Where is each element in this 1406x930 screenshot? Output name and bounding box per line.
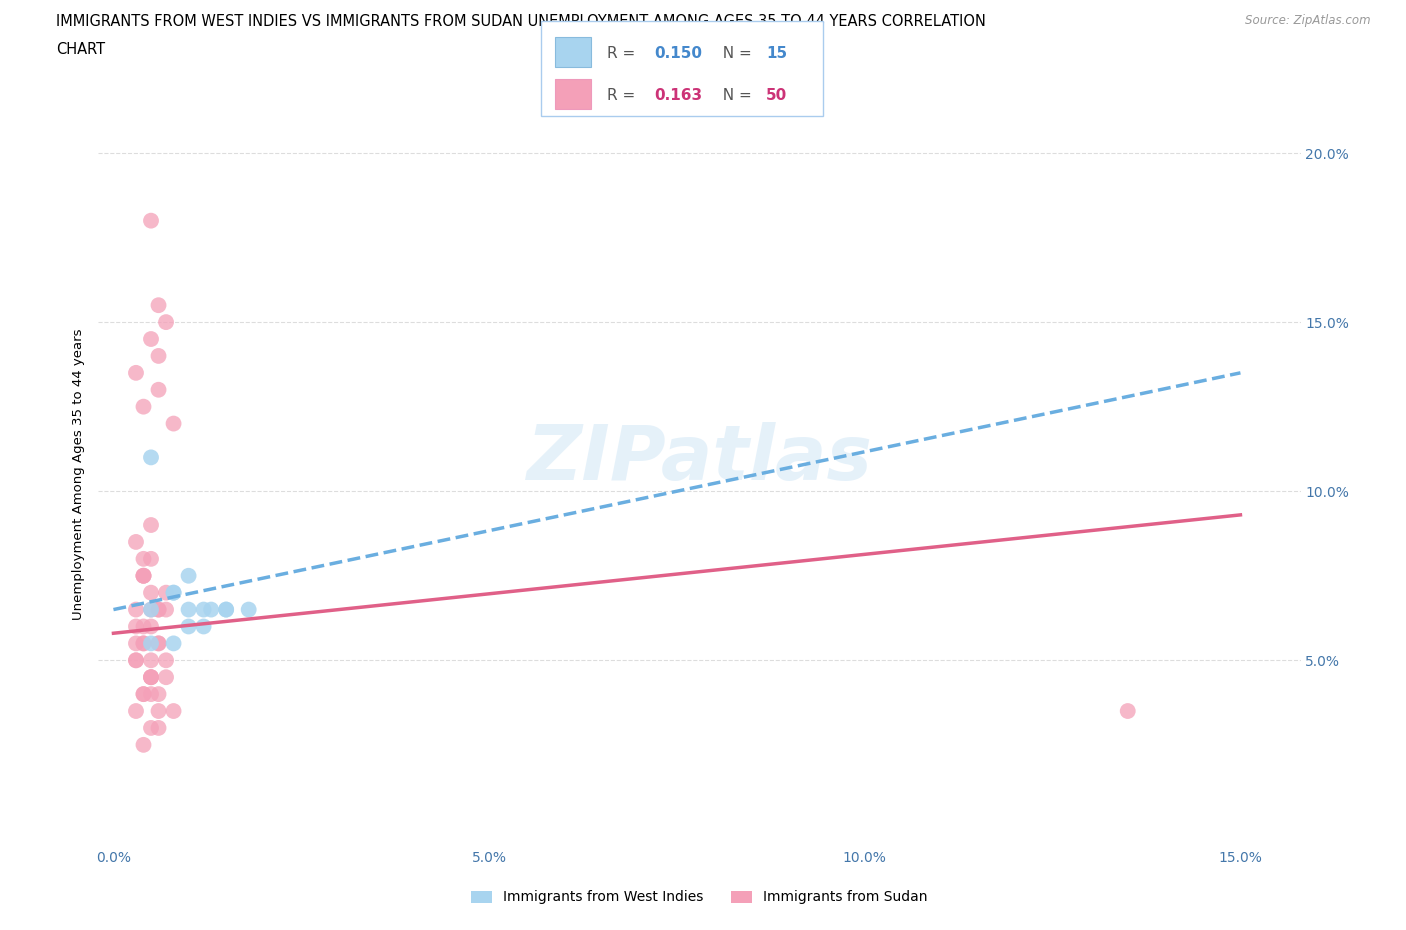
Point [139, 551, 162, 566]
Point [177, 568, 200, 583]
Point [139, 636, 162, 651]
Point [177, 602, 200, 617]
Point [139, 602, 162, 617]
Point [125, 619, 148, 634]
Point [132, 619, 155, 634]
Point [148, 602, 170, 617]
Point [139, 213, 162, 228]
Point [139, 653, 162, 668]
Point [125, 653, 148, 668]
Point [132, 737, 155, 752]
Point [139, 721, 162, 736]
Point [148, 721, 170, 736]
Point [139, 518, 162, 533]
Point [139, 619, 162, 634]
Text: CHART: CHART [56, 42, 105, 57]
Point [132, 568, 155, 583]
Point [215, 602, 238, 617]
Text: Source: ZipAtlas.com: Source: ZipAtlas.com [1246, 14, 1371, 27]
Legend: Immigrants from West Indies, Immigrants from Sudan: Immigrants from West Indies, Immigrants … [465, 885, 934, 910]
Point [125, 653, 148, 668]
Point [139, 450, 162, 465]
Point [125, 535, 148, 550]
Point [148, 298, 170, 312]
Point [125, 365, 148, 380]
Point [139, 670, 162, 684]
Point [148, 636, 170, 651]
Point [125, 704, 148, 719]
Point [148, 636, 170, 651]
Text: 50: 50 [766, 88, 787, 103]
Point [155, 653, 177, 668]
Text: N =: N = [713, 46, 756, 61]
Point [139, 686, 162, 701]
Point [132, 399, 155, 414]
Point [125, 636, 148, 651]
Point [155, 670, 177, 684]
Point [139, 332, 162, 347]
Text: R =: R = [607, 46, 641, 61]
Point [177, 619, 200, 634]
Point [148, 686, 170, 701]
Point [215, 602, 238, 617]
Point [155, 314, 177, 329]
Point [125, 602, 148, 617]
Point [193, 619, 215, 634]
Point [162, 704, 184, 719]
Point [132, 568, 155, 583]
Point [155, 602, 177, 617]
Point [148, 704, 170, 719]
Point [238, 602, 260, 617]
Text: 0.150: 0.150 [654, 46, 702, 61]
Text: 0.163: 0.163 [654, 88, 702, 103]
Point [132, 686, 155, 701]
Point [132, 551, 155, 566]
Text: ZIPatlas: ZIPatlas [526, 422, 873, 497]
Text: IMMIGRANTS FROM WEST INDIES VS IMMIGRANTS FROM SUDAN UNEMPLOYMENT AMONG AGES 35 : IMMIGRANTS FROM WEST INDIES VS IMMIGRANT… [56, 14, 986, 29]
Point [193, 602, 215, 617]
Point [139, 670, 162, 684]
Point [132, 636, 155, 651]
Point [148, 602, 170, 617]
Point [162, 585, 184, 600]
Y-axis label: Unemployment Among Ages 35 to 44 years: Unemployment Among Ages 35 to 44 years [72, 328, 86, 620]
Text: R =: R = [607, 88, 641, 103]
Text: 15: 15 [766, 46, 787, 61]
Point [132, 568, 155, 583]
Text: N =: N = [713, 88, 756, 103]
Point [132, 636, 155, 651]
Point [148, 382, 170, 397]
Point [200, 602, 222, 617]
Point [162, 585, 184, 600]
Point [139, 670, 162, 684]
Point [139, 585, 162, 600]
Point [1116, 704, 1139, 719]
Point [155, 585, 177, 600]
Point [139, 602, 162, 617]
Point [148, 349, 170, 364]
Point [162, 636, 184, 651]
Point [162, 416, 184, 431]
Point [132, 686, 155, 701]
